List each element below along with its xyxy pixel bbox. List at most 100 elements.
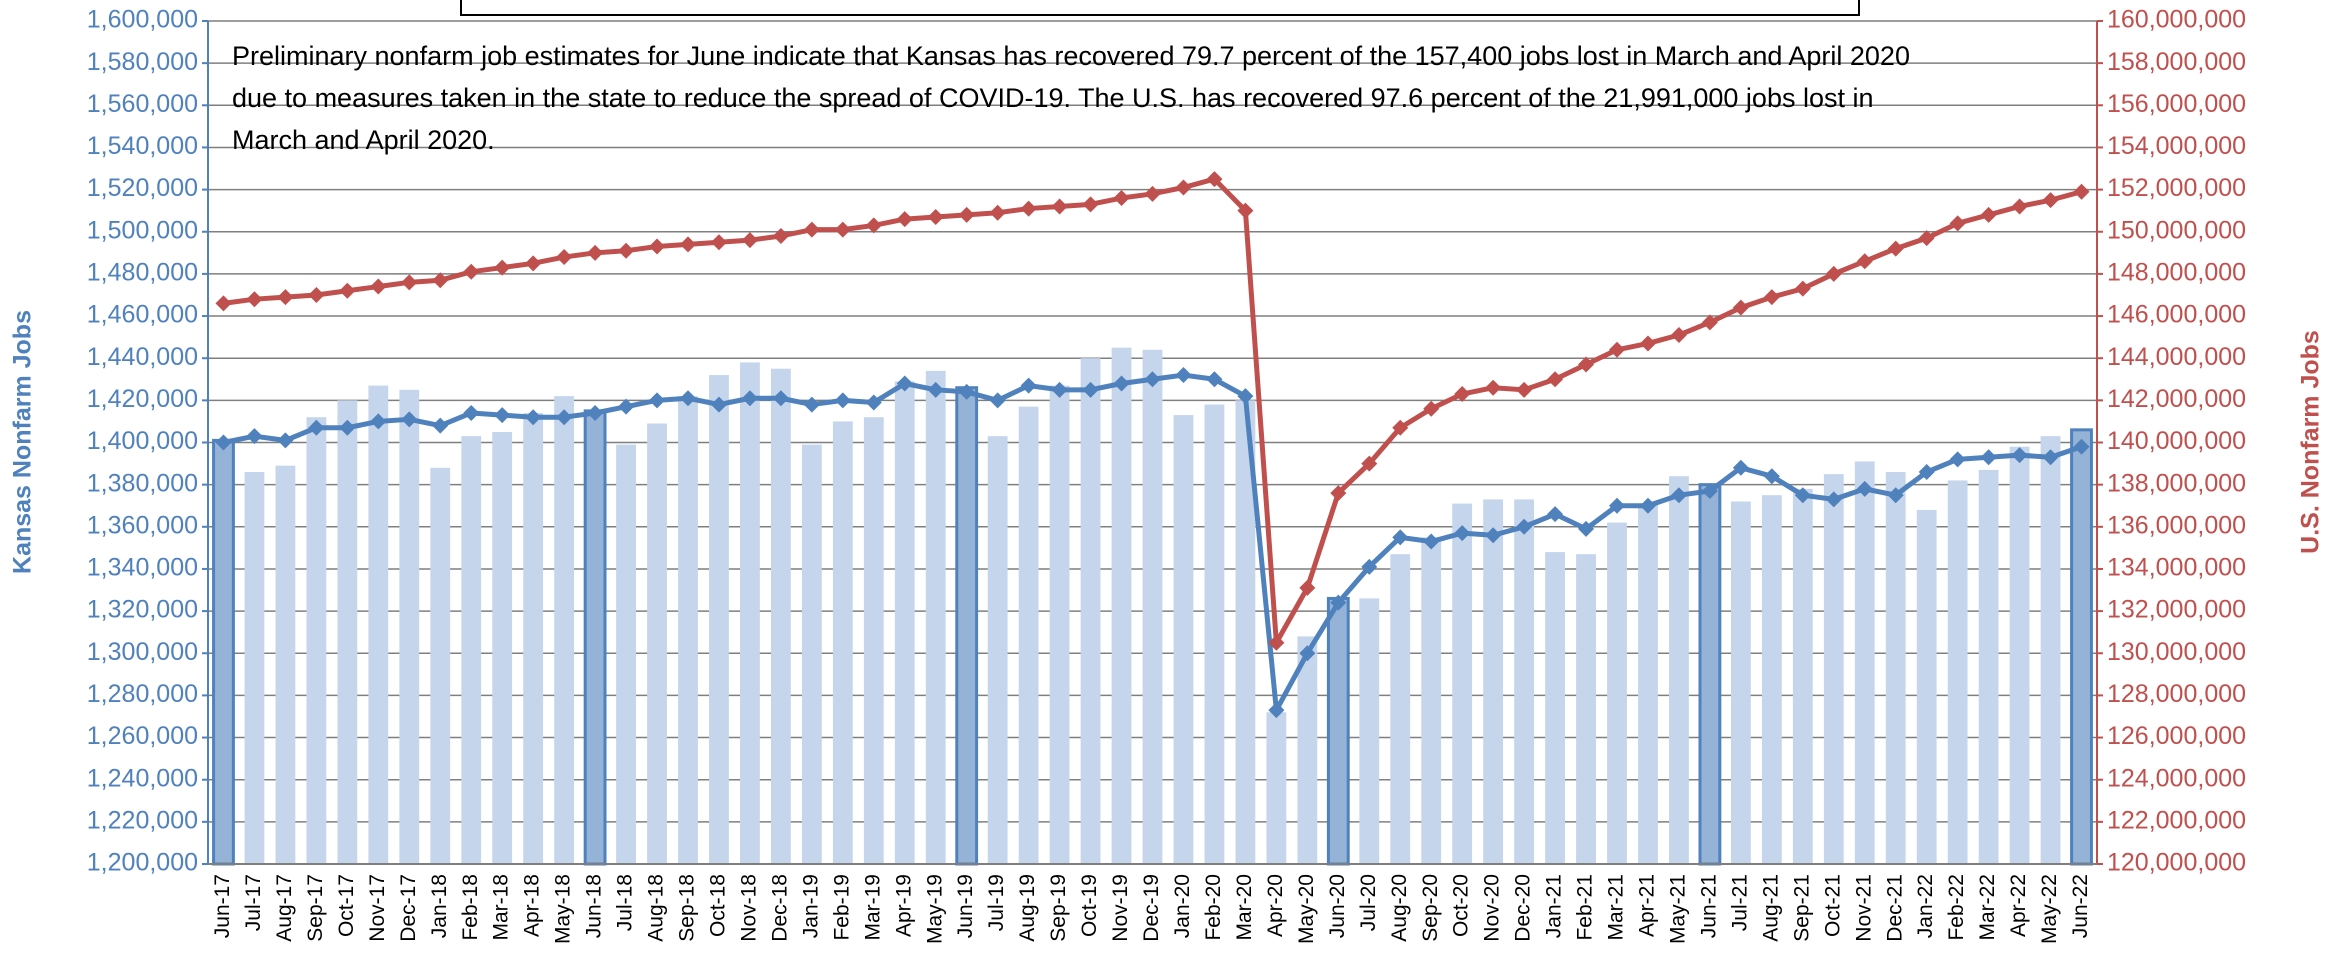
marker [1237,388,1254,405]
y-tick-label: 1,240,000 [87,764,198,792]
bar [306,417,327,864]
marker [803,396,820,413]
x-tick-label: Aug-19 [1016,874,1039,942]
x-tick-label: Jul-19 [985,874,1008,931]
x-tick-label: Apr-21 [1636,874,1659,937]
marker [1051,381,1068,398]
marker [432,417,449,434]
x-tick-label: Apr-19 [892,874,915,937]
x-tick-label: Feb-21 [1574,874,1597,941]
y-tick-label: 1,520,000 [87,174,198,202]
bar [244,472,265,864]
bar [1947,480,1968,864]
bar [275,465,296,864]
y-tick-label: 1,200,000 [87,849,198,877]
bar [894,381,915,864]
marker [834,392,851,409]
bar [1111,347,1132,865]
bar [1142,349,1163,864]
marker [989,392,1006,409]
x-tick-label: Nov-21 [1852,874,1875,942]
x-tick-label: Sep-20 [1419,874,1442,942]
bar [740,362,760,864]
marker [1144,371,1161,388]
x-tick-label: Jan-22 [1914,874,1937,938]
bar [770,368,791,864]
y2-tick-label: 160,000,000 [2107,6,2246,34]
y-tick-label: 1,540,000 [87,132,198,160]
marker [1639,497,1656,514]
bar [554,396,575,864]
marker [1887,240,1904,257]
marker [1918,230,1935,247]
marker [1980,206,1997,223]
x-tick-label: Jun-21 [1697,874,1720,938]
marker [1856,253,1873,270]
marker [1856,480,1873,497]
marker [865,394,882,411]
bar [1297,636,1318,864]
highlight-bar [1326,596,1350,866]
marker [1423,533,1440,550]
x-tick-label: Mar-21 [1605,874,1628,941]
y-tick-label: 1,400,000 [87,427,198,455]
x-tick-label: Apr-20 [1264,874,1287,937]
x-tick-label: Aug-21 [1759,874,1782,942]
y-tick-label: 1,380,000 [87,469,198,497]
y2-tick-label: 150,000,000 [2107,216,2246,244]
marker [1887,487,1904,504]
marker [587,244,604,261]
marker [927,381,944,398]
bar [430,467,451,864]
bar [647,423,667,864]
bar [461,436,482,864]
marker [1113,375,1130,392]
marker [401,274,418,291]
bar [863,417,884,864]
bar [1638,503,1658,864]
marker [1949,451,1966,468]
y2-tick-label: 138,000,000 [2107,469,2246,497]
x-tick-label: Oct-21 [1821,874,1844,937]
title-box [460,0,1860,16]
x-tick-label: Sep-18 [676,874,699,942]
bar [1916,509,1937,864]
marker [308,419,325,436]
x-tick-label: Jul-21 [1728,874,1751,931]
annotation: March and April 2020. [232,125,495,155]
marker [1020,200,1037,217]
marker [1051,198,1068,215]
y2-tick-label: 134,000,000 [2107,554,2246,582]
marker [1485,527,1502,544]
bar [1730,501,1751,864]
marker [494,407,511,424]
marker [2011,198,2028,215]
bar [1421,537,1442,864]
marker [772,227,789,244]
marker [1454,386,1471,403]
x-tick-label: Apr-22 [2007,874,2030,937]
x-tick-label: Mar-18 [490,874,513,941]
x-tick-label: May-22 [2038,874,2061,944]
y2-tick-label: 148,000,000 [2107,259,2246,287]
marker [2042,449,2059,466]
highlight-bar [955,386,979,866]
marker [896,211,913,228]
marker [927,208,944,225]
bar [1483,499,1504,864]
bar [2009,446,2030,864]
bar [801,444,822,864]
marker [958,206,975,223]
x-tick-label: Sep-21 [1790,874,1813,942]
y-tick-label: 1,260,000 [87,722,198,750]
bar [1607,522,1627,864]
x-tick-label: May-19 [923,874,946,944]
marker [1392,529,1409,546]
highlight-bar [2070,428,2093,866]
marker [1206,171,1223,188]
marker [989,204,1006,221]
x-tick-label: Jan-18 [428,874,451,938]
bar [1173,415,1194,864]
y2-tick-label: 158,000,000 [2107,48,2246,76]
marker [1268,702,1285,719]
